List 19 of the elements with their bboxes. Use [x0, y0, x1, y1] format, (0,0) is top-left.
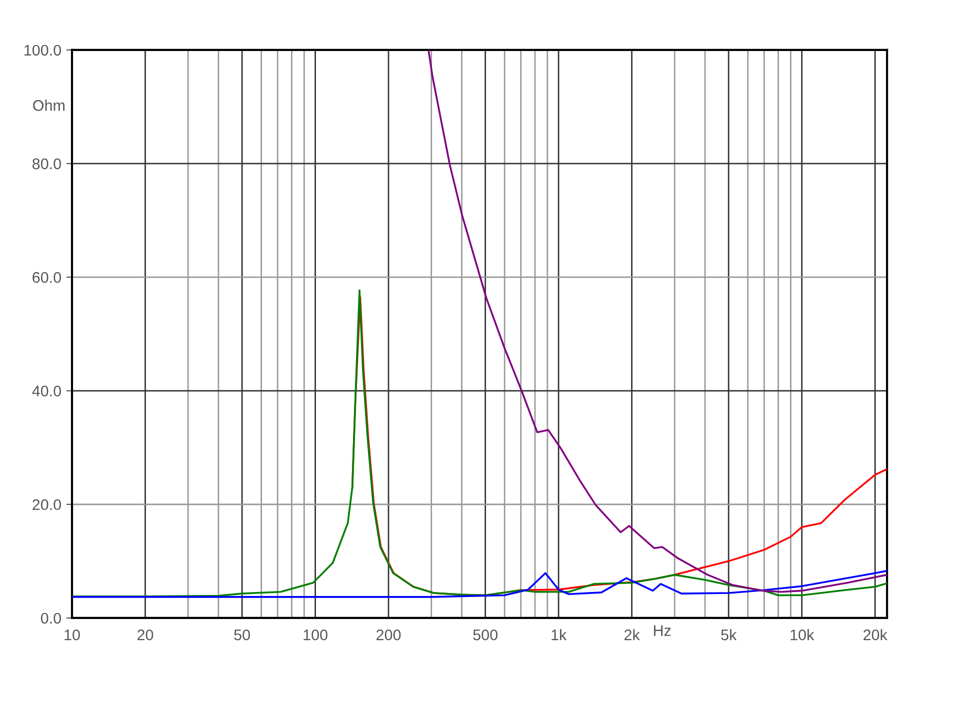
x-tick-label: 100 [304, 629, 328, 640]
y-tick-label: 0.0 [40, 612, 61, 624]
x-tick-label: 20k [864, 629, 888, 640]
y-tick-label: 40.0 [32, 386, 61, 396]
y-tick-label: 20.0 [32, 499, 61, 510]
x-tick-label: 20 [138, 629, 154, 640]
x-tick-label: 10k [790, 629, 814, 640]
x-tick-label: 1k [552, 629, 567, 640]
x-tick-label: 200 [376, 629, 401, 640]
x-tick-label: 50 [234, 629, 250, 640]
y-tick-label: 60.0 [32, 272, 61, 283]
x-tick-label: 10 [64, 629, 80, 640]
x-tick-label: 5k [721, 629, 737, 640]
y-axis-title: Ohm [33, 100, 64, 111]
x-tick-label: 2k [624, 629, 640, 640]
y-tick-label: 80.0 [32, 158, 61, 170]
y-tick-label: 100.0 [24, 44, 61, 56]
x-tick-label: 500 [473, 629, 498, 640]
x-axis-title: Hz [654, 625, 671, 636]
